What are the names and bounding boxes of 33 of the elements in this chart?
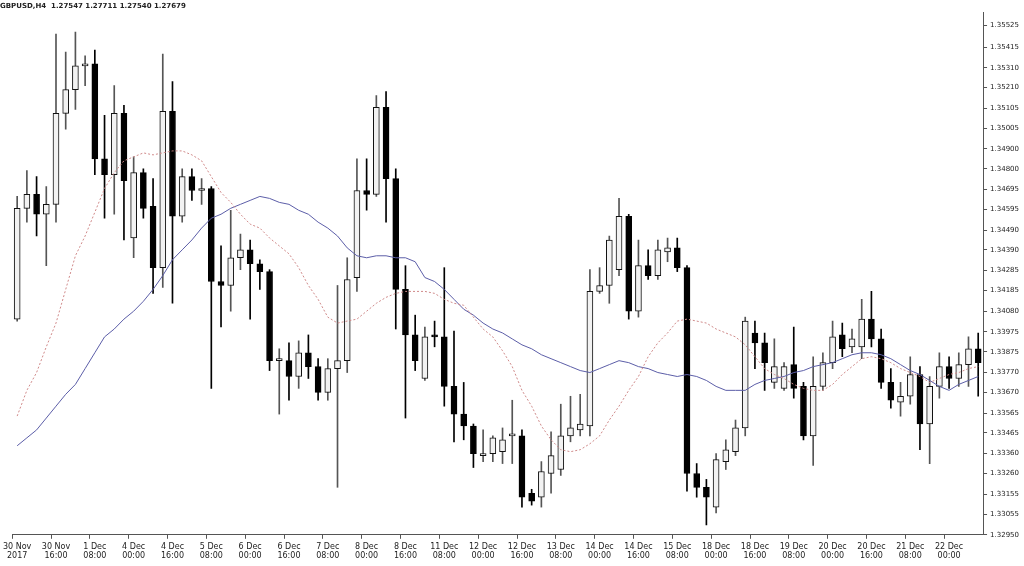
x-tick-label: 15 Dec 08:00 — [663, 541, 692, 561]
x-tick-label: 14 Dec 00:00 — [585, 541, 614, 561]
candlestick — [217, 245, 225, 328]
x-tick-label: 1 Dec 08:00 — [83, 541, 107, 561]
x-tick-label: 12 Dec 00:00 — [469, 541, 498, 561]
candlestick — [576, 393, 584, 437]
x-tick-label: 20 Dec 16:00 — [857, 541, 886, 561]
candlestick — [460, 382, 468, 441]
candlestick — [479, 429, 487, 462]
line-series — [16, 150, 979, 453]
x-tick-label: 5 Dec 08:00 — [199, 541, 223, 561]
candlestick — [974, 332, 982, 397]
x-tick-label: 6 Dec 16:00 — [277, 541, 301, 561]
x-tick-label: 22 Dec 00:00 — [934, 541, 964, 561]
x-tick-label: 8 Dec 16:00 — [393, 541, 418, 561]
x-tick-label: 20 Dec 00:00 — [818, 541, 847, 561]
x-tick-label: 21 Dec 08:00 — [896, 541, 925, 561]
x-tick-label: 18 Dec 00:00 — [702, 541, 731, 561]
x-tick-label: 18 Dec 16:00 — [740, 541, 770, 561]
x-tick-label: 30 Nov 16:00 — [41, 541, 71, 561]
candlestick — [42, 186, 50, 267]
x-tick-label: 19 Dec 08:00 — [779, 541, 808, 561]
x-tick-label: 30 Nov 2017 — [3, 541, 32, 561]
x-tick-label: 12 Dec 16:00 — [507, 541, 537, 561]
x-tick-label: 14 Dec 16:00 — [624, 541, 653, 561]
x-tick-label: 6 Dec 00:00 — [238, 541, 262, 561]
x-tick-label: 4 Dec 00:00 — [122, 541, 146, 561]
x-tick-label: 8 Dec 00:00 — [355, 541, 379, 561]
x-tick-label: 11 Dec 08:00 — [430, 541, 459, 561]
candlestick — [275, 348, 283, 415]
x-tick-label: 4 Dec 16:00 — [160, 541, 185, 561]
x-tick-label: 13 Dec 08:00 — [546, 541, 575, 561]
x-tick-label: 7 Dec 08:00 — [316, 541, 340, 561]
